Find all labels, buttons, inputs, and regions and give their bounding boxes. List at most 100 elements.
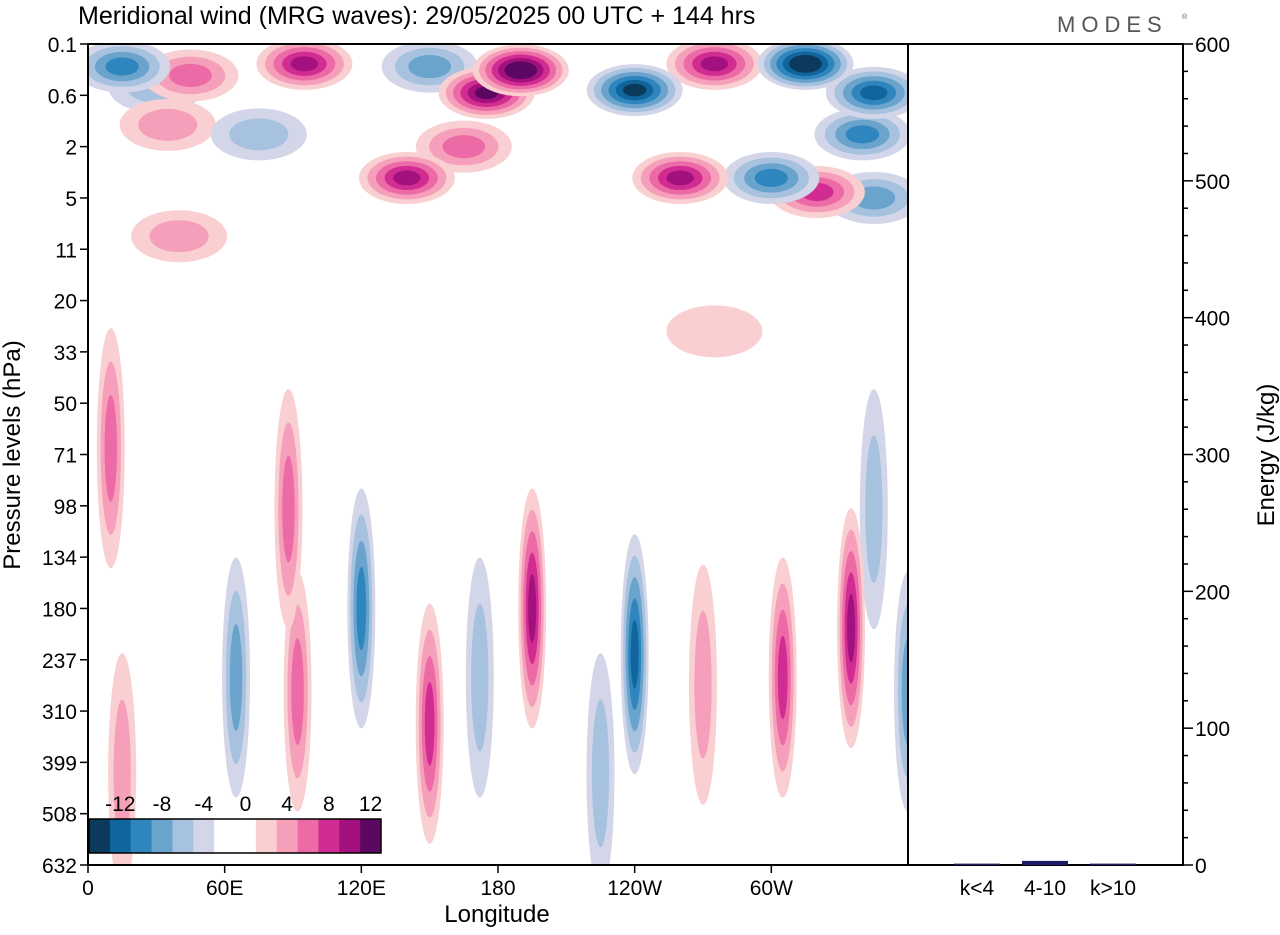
y-tick-label: 0.1 — [48, 34, 77, 57]
colorbar-swatch — [151, 819, 173, 853]
y-axis-label: Pressure levels (hPa) — [0, 340, 26, 569]
contour-blob — [623, 83, 647, 97]
colorbar-tick-label: 4 — [281, 793, 293, 816]
colorbar-swatch — [89, 819, 111, 853]
energy-tick-label: 0 — [1195, 855, 1207, 878]
y-tick-label: 71 — [54, 445, 77, 468]
contour-blob — [424, 682, 435, 766]
heatmap-field — [88, 44, 908, 865]
energy-tick-label: 200 — [1195, 581, 1230, 604]
colorbar-tick-label: 12 — [359, 793, 382, 816]
y-tick-label: 508 — [42, 804, 77, 827]
contour-blob — [113, 699, 131, 848]
colorbar-swatch — [276, 819, 299, 853]
energy-bar — [954, 863, 1000, 865]
colorbar-frame — [88, 818, 382, 854]
y-tick-label: 98 — [54, 496, 77, 519]
contour-blob — [591, 699, 610, 848]
contour-blob — [777, 635, 788, 720]
y-tick-label: 50 — [54, 393, 77, 416]
energy-tick-label: 100 — [1195, 718, 1230, 741]
contour-blob — [901, 638, 908, 745]
y-tick-label: 33 — [54, 342, 77, 365]
colorbar-tick-label: -8 — [153, 793, 172, 816]
y-tick-label: 180 — [42, 598, 77, 621]
contour-blob — [528, 574, 537, 643]
contour-blob — [666, 170, 694, 186]
x-tick-label: 180 — [480, 877, 515, 900]
energy-tick-label: 500 — [1195, 171, 1230, 194]
contour-blob — [795, 58, 816, 70]
brand-registered-mark: ® — [1182, 13, 1188, 21]
colorbar-swatch — [255, 819, 278, 853]
energy-axis-label: Energy (J/kg) — [1253, 384, 1280, 527]
energy-category-label: k>10 — [1090, 877, 1136, 900]
energy-tick-label: 300 — [1195, 445, 1230, 468]
colorbar-swatch — [318, 819, 340, 853]
energy-bar-chart: 0 100 200 300 400 500 600 k<4 4-10 k>10 — [954, 34, 1230, 900]
colorbar-swatch — [297, 819, 319, 853]
contour-blob — [694, 610, 712, 759]
chart-title: Meridional wind (MRG waves): 29/05/2025 … — [78, 2, 755, 30]
y-tick-label: 237 — [42, 650, 77, 673]
colorbar-swatch — [339, 819, 361, 853]
x-tick-label: 0 — [82, 877, 94, 900]
y-tick-label: 134 — [42, 547, 77, 570]
colorbar: -12 -8 -4 0 4 8 12 — [88, 793, 382, 854]
contour-blob — [408, 55, 451, 79]
contour-blob — [393, 170, 421, 186]
y-tick-label: 11 — [55, 239, 77, 262]
energy-bar-frame — [907, 43, 1184, 866]
colorbar-swatch — [214, 819, 236, 853]
y-tick-label: 5 — [65, 188, 77, 211]
colorbar-swatch — [360, 819, 382, 853]
contour-blob — [666, 305, 763, 358]
contour-blob — [290, 56, 319, 72]
contour-blob — [104, 394, 117, 502]
colorbar-tick-label: -12 — [105, 793, 135, 816]
contour-blob — [845, 125, 880, 144]
x-tick-label: 120W — [607, 877, 662, 900]
contour-blob — [105, 57, 139, 76]
contour-blob — [149, 220, 209, 253]
heatmap-axes: 0.1 0.6 2 5 11 20 33 50 71 98 134 180 237 310 399 508 63… — [42, 34, 793, 900]
colorbar-swatch — [130, 819, 153, 853]
colorbar-tick-label: 8 — [323, 793, 335, 816]
colorbar-tick-label: 0 — [240, 793, 252, 816]
contour-blob — [442, 135, 486, 159]
contour-blob — [138, 108, 198, 141]
y-tick-label: 0.6 — [48, 85, 77, 108]
energy-bar — [1022, 860, 1068, 865]
colorbar-swatch — [172, 819, 194, 853]
energy-category-label: k<4 — [960, 877, 995, 900]
contour-blob — [630, 619, 639, 689]
contour-blob — [754, 168, 789, 188]
contour-blob — [229, 118, 289, 151]
contour-blob — [471, 603, 489, 752]
x-tick-label: 60W — [750, 877, 793, 900]
y-tick-label: 632 — [42, 855, 77, 878]
y-tick-label: 399 — [42, 752, 77, 775]
x-axis-label: Longitude — [444, 901, 549, 928]
contour-blob — [510, 64, 531, 76]
brand-logo: MODES — [1057, 12, 1168, 37]
colorbar-swatch — [193, 819, 215, 853]
contour-blob — [865, 435, 883, 583]
energy-tick-label: 400 — [1195, 308, 1230, 331]
colorbar-swatch — [235, 819, 257, 853]
y-tick-label: 20 — [54, 291, 77, 314]
y-tick-label: 310 — [42, 701, 77, 724]
contour-blob — [229, 624, 243, 731]
colorbar-swatch — [109, 819, 132, 853]
x-tick-label: 120E — [337, 877, 386, 900]
contour-blob — [282, 455, 295, 563]
energy-category-label: 4-10 — [1024, 877, 1066, 900]
contour-blob — [356, 566, 367, 651]
contour-blob — [847, 593, 856, 663]
x-tick-label: 60E — [206, 877, 243, 900]
contour-blob — [860, 85, 888, 101]
y-tick-label: 2 — [65, 137, 77, 160]
contour-blob — [700, 56, 729, 72]
